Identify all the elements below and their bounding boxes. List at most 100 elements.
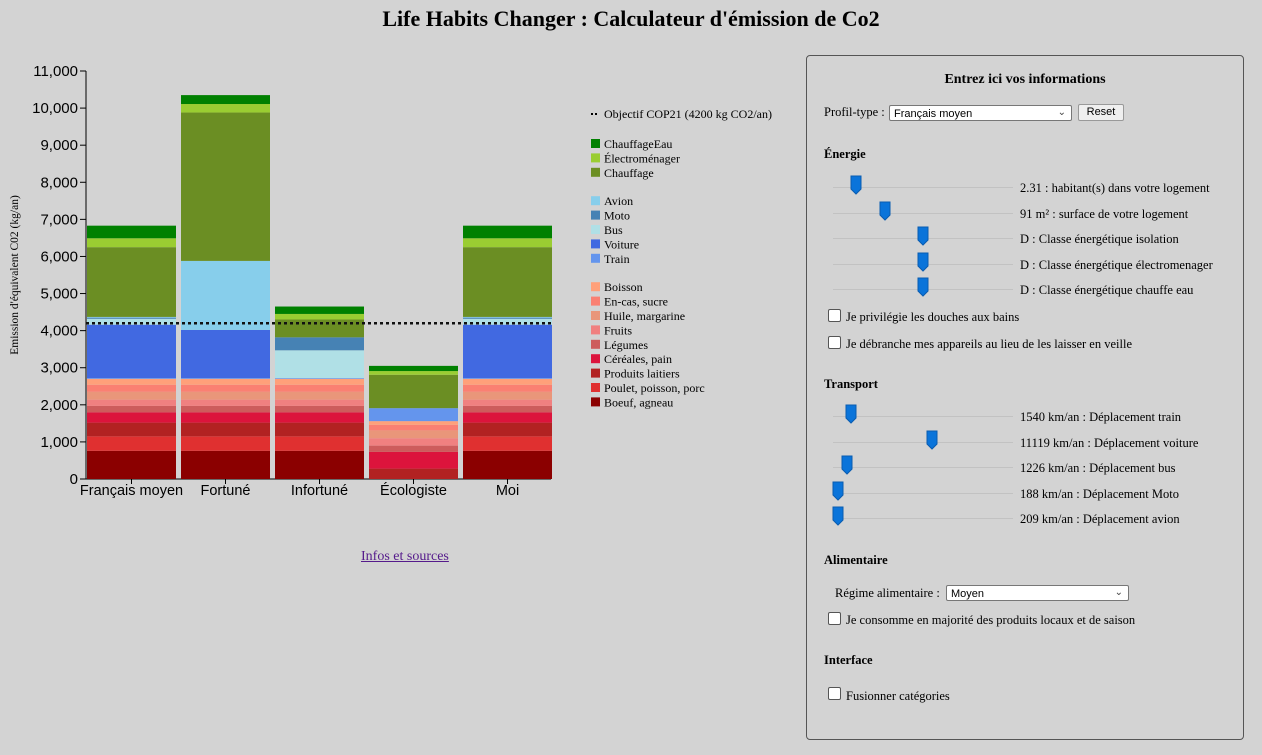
x-tick-label: Français moyen [80, 483, 183, 499]
legend-label-huile: Huile, margarine [604, 309, 685, 323]
regime-select-value: Moyen [951, 588, 985, 600]
bar-segment-legumes [181, 405, 270, 413]
bar-segment-electromenager [181, 104, 270, 113]
legend-swatch-laitiers [591, 368, 600, 378]
energie-slider-track-1[interactable] [833, 187, 1013, 188]
transport-slider-thumb-5[interactable] [832, 506, 844, 526]
legend-swatch-voiture [591, 239, 600, 249]
bar-segment-chauffage [181, 112, 270, 261]
veille-checkbox[interactable] [828, 336, 841, 349]
legend-swatch-boeuf [591, 397, 600, 407]
bar-segment-huile [275, 391, 364, 400]
legend-label-moto: Moto [604, 209, 630, 223]
douches-checkbox[interactable] [828, 309, 841, 322]
bar-segment-poulet [275, 436, 364, 451]
bar-segment-chauffage [369, 374, 458, 409]
bar-segment-boeuf [181, 450, 270, 479]
y-tick-label: 3,000 [40, 360, 78, 377]
bar-segment-fruits [463, 399, 552, 406]
bar-segment-chauffageeau [87, 225, 176, 239]
regime-select[interactable]: Moyen ⌄ [946, 585, 1129, 601]
bar-segment-boeuf [87, 450, 176, 479]
energie-slider-thumb-4[interactable] [917, 252, 929, 272]
locaux-checkbox[interactable] [828, 612, 841, 625]
legend-swatch-huile [591, 311, 600, 320]
bar-segment-voiture [181, 329, 270, 379]
x-tick-label: Infortuné [291, 483, 348, 499]
alimentaire-heading: Alimentaire [824, 553, 888, 567]
transport-slider-thumb-2[interactable] [926, 430, 938, 450]
transport-slider-track-4[interactable] [833, 492, 1013, 494]
transport-slider-label-3: 1226 km/an : Déplacement bus [1020, 461, 1176, 475]
bar-segment-laitiers [463, 422, 552, 437]
bar-segment-huile [87, 391, 176, 400]
bar-segment-boeuf [463, 450, 552, 479]
bar-segment-poulet [87, 436, 176, 451]
legend-label-avion: Avion [604, 194, 633, 208]
legend-swatch-avion [591, 196, 600, 206]
bar-segment-cereales [275, 412, 364, 423]
bar-segment-encas [275, 384, 364, 392]
panel-title: Entrez ici vos informations [944, 72, 1106, 87]
legend-label-voiture: Voiture [604, 237, 639, 251]
bar-segment-encas [369, 424, 458, 431]
legend-swatch-encas [591, 296, 600, 306]
bar-segment-chauffageeau [181, 95, 270, 105]
energie-heading: Énergie [824, 147, 866, 161]
bar-segment-moto [87, 317, 176, 319]
bar-segment-voiture [463, 324, 552, 379]
legend-objective-label: Objectif COP21 (4200 kg CO2/an) [604, 107, 772, 121]
bar-segment-train [181, 378, 270, 379]
bar-segment-bus [87, 318, 176, 325]
bar-segment-train [369, 408, 458, 422]
y-axis-label: Emission d'équivalent C02 (kg/an) [9, 195, 21, 355]
profil-select[interactable]: Français moyen ⌄ [889, 105, 1072, 121]
transport-slider-thumb-3[interactable] [841, 455, 853, 475]
bar-segment-boeuf [275, 450, 364, 479]
bar-segment-poulet [181, 436, 270, 451]
bar-segment-encas [181, 384, 270, 392]
bar-segment-bus [463, 318, 552, 325]
energie-slider-label-5: D : Classe énergétique chauffe eau [1020, 283, 1194, 297]
energie-slider-thumb-3[interactable] [917, 226, 929, 246]
bar-segment-legumes [463, 405, 552, 413]
legend-label-encas: En-cas, sucre [604, 295, 668, 309]
chevron-down-icon: ⌄ [1057, 107, 1066, 118]
legend-label-boisson: Boisson [604, 280, 643, 294]
bar-segment-avion [87, 316, 176, 318]
bar-segment-moto [463, 317, 552, 319]
transport-slider-track-3[interactable] [833, 467, 1013, 468]
energie-slider-thumb-5[interactable] [917, 277, 929, 297]
transport-slider-thumb-4[interactable] [832, 481, 844, 501]
transport-heading: Transport [824, 377, 878, 391]
bar-segment-electromenager [87, 238, 176, 248]
energie-slider-thumb-2[interactable] [879, 201, 891, 221]
legend-label-cereales: Céréales, pain [604, 352, 672, 366]
bar-segment-huile [463, 391, 552, 400]
profil-label: Profil-type : [824, 105, 885, 119]
transport-slider-thumb-1[interactable] [845, 404, 857, 424]
profil-select-value: Français moyen [894, 108, 973, 120]
fusion-checkbox[interactable] [828, 687, 841, 700]
x-tick-label: Moi [496, 483, 519, 499]
bar-segment-cereales [181, 412, 270, 423]
bar-segment-fruits [87, 399, 176, 406]
legend-swatch-boisson [591, 282, 600, 292]
energie-slider-thumb-1[interactable] [850, 175, 862, 195]
bar-segment-chauffageeau [275, 306, 364, 314]
reset-button[interactable]: Reset [1078, 104, 1124, 121]
infos-sources-link[interactable]: Infos et sources [361, 549, 449, 564]
legend-label-poulet: Poulet, poisson, porc [604, 381, 705, 395]
bar-segment-laitiers [369, 468, 458, 479]
y-tick-label: 6,000 [40, 248, 78, 265]
legend-label-bus: Bus [604, 223, 623, 237]
legend-label-fruits: Fruits [604, 323, 632, 337]
energie-slider-label-4: D : Classe énergétique électromenager [1020, 257, 1213, 272]
bar-segment-laitiers [275, 422, 364, 437]
transport-slider-track-1[interactable] [833, 416, 1013, 417]
energie-slider-track-2[interactable] [833, 212, 1013, 214]
transport-slider-track-5[interactable] [833, 518, 1013, 519]
y-tick-label: 0 [70, 471, 78, 488]
transport-slider-track-2[interactable] [833, 441, 1013, 443]
bar-segment-poulet [463, 436, 552, 451]
